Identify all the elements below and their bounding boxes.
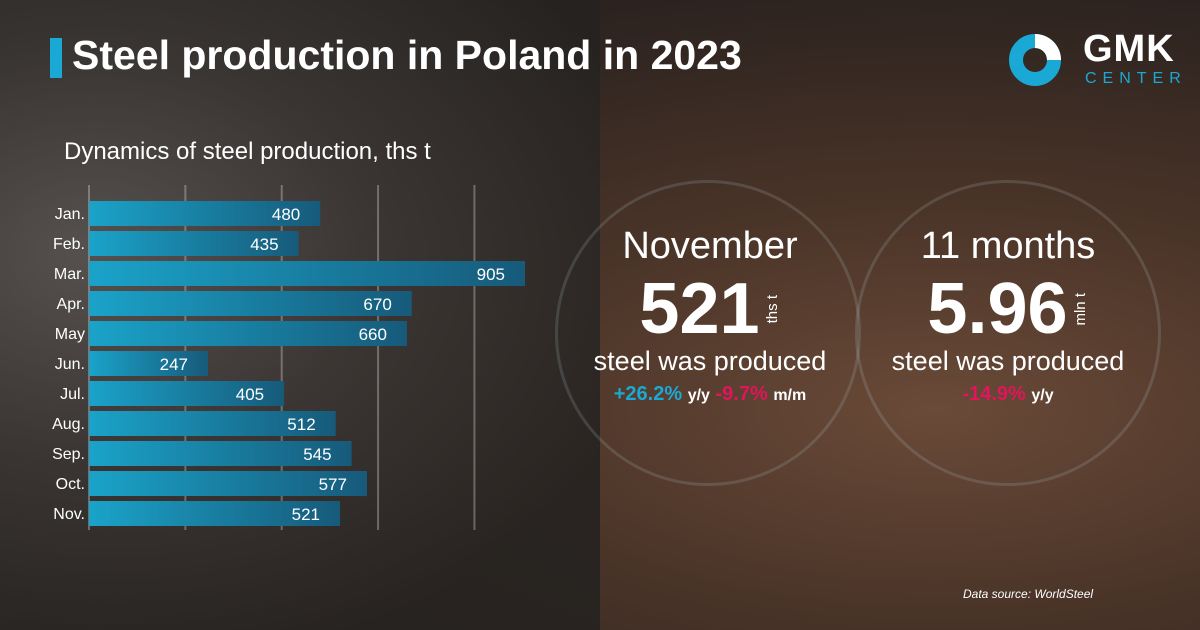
bar: [89, 321, 407, 346]
value-label: 435: [250, 235, 278, 254]
category-label: Jan.: [55, 206, 85, 223]
chart-title: Dynamics of steel production, ths t: [64, 138, 431, 165]
yy-label: y/y: [687, 387, 710, 404]
value-label: 545: [303, 445, 331, 464]
category-label: Apr.: [57, 296, 85, 313]
decorative-ring: [855, 180, 1161, 486]
bar: [89, 261, 525, 286]
bar: [89, 471, 367, 496]
logo-subtext: CENTER: [1085, 70, 1187, 87]
mm-change: -9.7%: [715, 383, 768, 405]
page-title: Steel production in Poland in 2023: [72, 32, 742, 78]
value-label: 480: [272, 205, 300, 224]
logo-ring-icon: [1009, 34, 1061, 86]
bar: [89, 201, 321, 226]
produced-label: steel was produced: [593, 346, 827, 376]
unit-label: ths t: [763, 294, 781, 324]
bar: [89, 351, 208, 376]
bar: [89, 501, 341, 526]
category-label: Feb.: [53, 236, 85, 253]
yy-change: +26.2%: [613, 383, 683, 405]
value-label: 905: [477, 265, 505, 284]
category-label: Mar.: [54, 266, 85, 283]
category-label: Jul.: [60, 386, 85, 403]
data-source: Data source: WorldSteel: [963, 587, 1094, 601]
value-label: 512: [287, 415, 315, 434]
yy-label: y/y: [1031, 387, 1054, 404]
big-value: 5.96: [927, 269, 1068, 349]
produced-label: steel was produced: [891, 346, 1125, 376]
value-label: 405: [236, 385, 264, 404]
unit-label: mln t: [1071, 292, 1089, 326]
bar: [89, 231, 299, 256]
big-value: 521: [639, 269, 760, 349]
mm-label: m/m: [773, 387, 807, 404]
eleven-months-stat: 11 months 5.96 mln t steel was produced -…: [858, 225, 1158, 406]
category-label: Nov.: [53, 506, 85, 523]
value-label: 577: [319, 475, 347, 494]
bar: [89, 411, 336, 436]
category-label: Sep.: [52, 446, 85, 463]
category-label: Aug.: [52, 416, 85, 433]
bar: [89, 291, 412, 316]
bar: [89, 381, 285, 406]
value-label: 247: [160, 355, 188, 374]
category-label: Oct.: [56, 476, 85, 493]
gmk-center-logo: GMK CENTER: [1007, 28, 1187, 92]
category-label: May: [55, 326, 85, 343]
bar-chart: Jan. 480 Feb. 435 Mar. 905 Apr. 670 May 660 Jun. 24…: [52, 185, 525, 530]
changes: -14.9% y/y: [858, 383, 1158, 406]
changes: +26.2% y/y -9.7% m/m: [560, 383, 860, 406]
bar: [89, 441, 352, 466]
value-label: 670: [363, 295, 391, 314]
period-label: 11 months: [920, 225, 1096, 267]
title-accent-bar: [50, 38, 62, 78]
yy-change: -14.9%: [962, 383, 1026, 405]
value-label: 660: [359, 325, 387, 344]
logo-text: GMK: [1083, 28, 1175, 70]
value-label: 521: [292, 505, 320, 524]
november-stat: November 521 ths t steel was produced +26…: [560, 225, 860, 406]
category-label: Jun.: [55, 356, 85, 373]
period-label: November: [622, 225, 798, 267]
